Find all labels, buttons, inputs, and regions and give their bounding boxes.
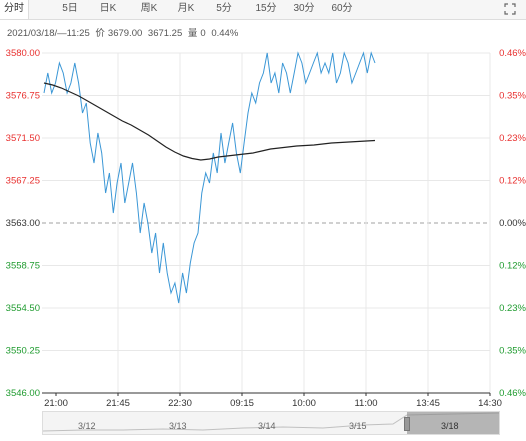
price-tick-label: 3576.75 bbox=[6, 91, 40, 102]
time-tick-label: 14:30 bbox=[478, 398, 502, 409]
tab-5-min[interactable]: 5分 bbox=[216, 3, 232, 14]
quote-datetime: 2021/03/18/—11:25 bbox=[7, 28, 90, 39]
time-tick-label: 09:15 bbox=[230, 398, 254, 409]
tab-60-min[interactable]: 60分 bbox=[331, 3, 353, 14]
left-price-axis: 3580.00 3576.75 3571.50 3567.25 3563.00 3558.… bbox=[6, 48, 40, 399]
intraday-chart[interactable]: 3580.00 3576.75 3571.50 3567.25 3563.00 3558.… bbox=[0, 0, 526, 411]
percent-tick-label: 0.35% bbox=[499, 91, 526, 102]
time-tick-label: 10:00 bbox=[292, 398, 316, 409]
price-tick-label: 3550.25 bbox=[6, 346, 40, 357]
percent-tick-label: 0.12% bbox=[499, 261, 526, 272]
tab-weekly-k[interactable]: 周K bbox=[140, 3, 158, 14]
tab-monthly-k[interactable]: 月K bbox=[177, 3, 195, 14]
volume-value: 0 bbox=[200, 28, 206, 39]
tab-intraday[interactable]: 分时 bbox=[0, 0, 29, 19]
price-tick-label: 3563.00 bbox=[6, 218, 40, 229]
nav-date-2: 3/13 bbox=[169, 421, 187, 431]
percent-tick-label: 0.23% bbox=[499, 133, 526, 144]
price-tick-label: 3567.25 bbox=[6, 176, 40, 187]
navigator-sparkline bbox=[43, 412, 499, 432]
chart-grid bbox=[42, 52, 491, 394]
price-tick-label: 3571.50 bbox=[6, 133, 40, 144]
current-price: 3679.00 bbox=[107, 28, 143, 39]
price-tick-label: 3558.75 bbox=[6, 261, 40, 272]
time-tick-label: 11:00 bbox=[354, 398, 377, 409]
time-axis: 21:00 21:45 22:30 09:15 10:00 11:00 13:45 14:30 bbox=[42, 392, 502, 409]
navigator-left-handle[interactable] bbox=[404, 417, 410, 431]
range-navigator[interactable]: 3/12 3/13 3/14 3/15 3/18 bbox=[42, 411, 500, 435]
percent-tick-label: 0.46% bbox=[499, 388, 526, 399]
price-label: 价 bbox=[95, 28, 105, 39]
right-percent-axis: 0.46% 0.35% 0.23% 0.12% 0.00% 0.12% 0.23% 0.35%… bbox=[499, 48, 526, 399]
tab-30-min[interactable]: 30分 bbox=[293, 3, 315, 14]
percent-tick-label: 0.35% bbox=[499, 346, 526, 357]
price-tick-label: 3546.00 bbox=[6, 388, 40, 399]
time-tick-label: 22:30 bbox=[168, 398, 192, 409]
percent-tick-label: 0.00% bbox=[499, 218, 526, 229]
nav-date-3: 3/14 bbox=[258, 421, 276, 431]
price-tick-label: 3554.50 bbox=[6, 303, 40, 314]
nav-date-4: 3/15 bbox=[349, 421, 367, 431]
volume-label: 量 bbox=[187, 28, 198, 39]
tab-5-day[interactable]: 5日 bbox=[62, 3, 78, 14]
average-price: 3671.25 bbox=[147, 28, 183, 39]
fullscreen-icon[interactable] bbox=[504, 3, 516, 15]
time-tick-label: 13:45 bbox=[416, 398, 440, 409]
nav-date-1: 3/12 bbox=[78, 421, 96, 431]
price-line bbox=[43, 51, 376, 304]
tab-15-min[interactable]: 15分 bbox=[255, 3, 277, 14]
nav-date-5: 3/18 bbox=[441, 421, 459, 431]
time-tick-label: 21:00 bbox=[44, 398, 68, 409]
change-percent: 0.44% bbox=[211, 28, 239, 39]
navigator-selection[interactable] bbox=[407, 412, 499, 434]
average-price-line bbox=[43, 82, 376, 161]
percent-tick-label: 0.46% bbox=[499, 48, 526, 59]
price-tick-label: 3580.00 bbox=[6, 48, 40, 59]
percent-tick-label: 0.23% bbox=[499, 303, 526, 314]
tab-daily-k[interactable]: 日K bbox=[99, 3, 117, 14]
percent-tick-label: 0.12% bbox=[499, 176, 526, 187]
time-tick-label: 21:45 bbox=[106, 398, 130, 409]
period-tab-bar: 分时 5日 日K 周K 月K 5分 15分 30分 60分 bbox=[0, 0, 526, 20]
